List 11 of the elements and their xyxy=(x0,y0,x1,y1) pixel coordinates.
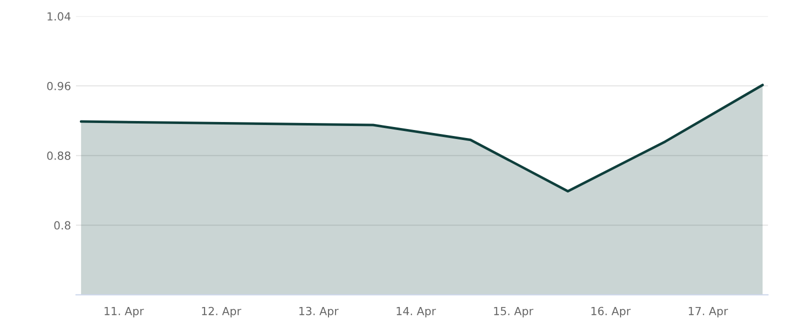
x-tick-label: 11. Apr xyxy=(104,306,144,318)
x-tick-label: 13. Apr xyxy=(299,306,339,318)
x-tick-label: 12. Apr xyxy=(202,306,242,318)
y-tick-label: 0.88 xyxy=(47,151,70,160)
y-tick-label: 0.8 xyxy=(54,221,70,230)
x-tick-label: 14. Apr xyxy=(396,306,436,318)
y-tick-label: 1.04 xyxy=(48,12,71,21)
x-tick-label: 16. Apr xyxy=(591,306,631,318)
y-tick-label: 0.96 xyxy=(47,82,70,90)
x-tick-label: 17. Apr xyxy=(688,306,728,318)
x-tick-label: 15. Apr xyxy=(494,306,534,318)
